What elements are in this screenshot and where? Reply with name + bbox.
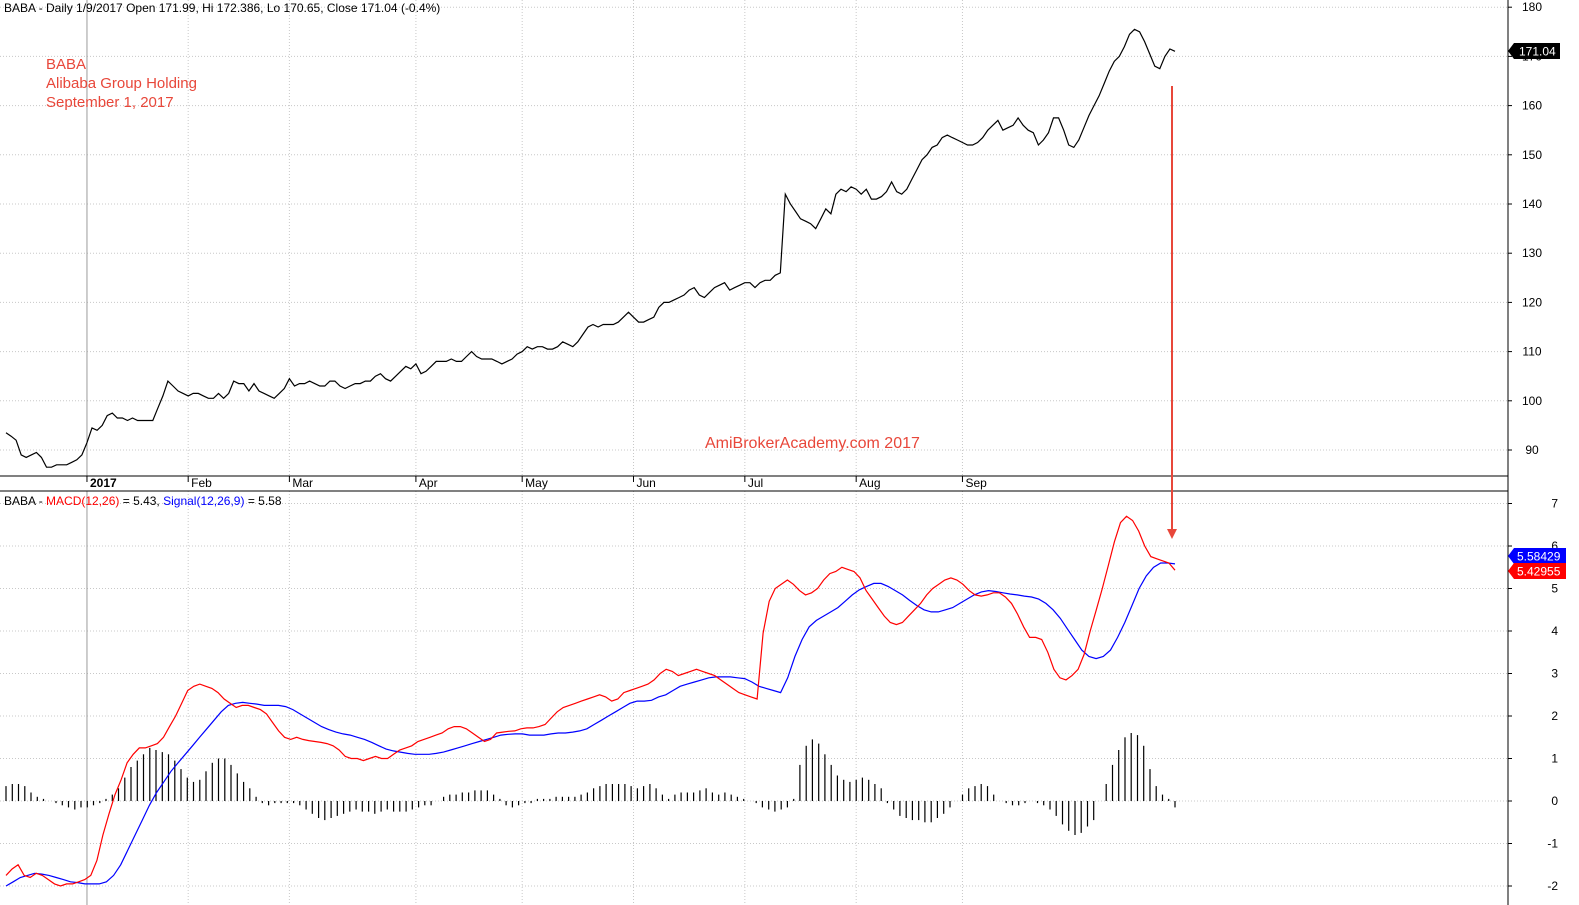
month-label: May xyxy=(525,476,548,490)
price-line xyxy=(5,28,1176,468)
macd-tick-label: -1 xyxy=(1547,837,1558,851)
macd-axis: -2 -1 0 1 2 3 4 5 6 7 xyxy=(1508,497,1558,893)
price-tick-label: 120 xyxy=(1522,295,1542,309)
macd-tick-label: 6 xyxy=(1551,539,1558,553)
month-axis: 2017 Feb Mar Apr May Jun Jul Aug Sep xyxy=(86,476,987,490)
annotation-arrow-head xyxy=(1167,529,1177,539)
annotation-date: September 1, 2017 xyxy=(46,94,174,111)
macd-badge: 5.42955 xyxy=(1508,563,1566,579)
signal-badge: 5.58429 xyxy=(1508,548,1566,564)
macd-tick-label: 1 xyxy=(1551,752,1558,766)
macd-header-label: MACD(12,26) xyxy=(46,494,119,508)
month-label: Apr xyxy=(419,476,438,490)
macd-tick-label: 7 xyxy=(1551,497,1558,511)
month-label: Jun xyxy=(637,476,656,490)
price-header: BABA - Daily 1/9/2017 Open 171.99, Hi 17… xyxy=(4,1,440,15)
watermark: AmiBrokerAcademy.com 2017 xyxy=(705,435,920,452)
annotation-company: Alibaba Group Holding xyxy=(46,75,197,92)
price-grid xyxy=(0,6,1508,451)
price-tick-label: 90 xyxy=(1525,443,1539,457)
annotation-ticker: BABA xyxy=(46,56,86,73)
macd-tick-label: 2 xyxy=(1551,709,1558,723)
price-pane xyxy=(0,0,1508,476)
month-grid xyxy=(86,0,963,905)
macd-header: BABA - MACD(12,26) = 5.43, Signal(12,26,… xyxy=(4,494,282,508)
price-tick-label: 130 xyxy=(1522,246,1542,260)
macd-grid xyxy=(0,503,1508,887)
month-label: Sep xyxy=(965,476,987,490)
macd-header-value: = 5.43, xyxy=(119,494,163,508)
close-badge: 171.04 xyxy=(1508,43,1560,59)
month-label: 2017 xyxy=(90,476,117,490)
macd-badge-text: 5.42955 xyxy=(1517,565,1561,579)
macd-tick-label: -2 xyxy=(1547,879,1558,893)
price-tick-label: 160 xyxy=(1522,99,1542,113)
signal-line xyxy=(5,562,1176,887)
macd-header-prefix: BABA - xyxy=(4,494,46,508)
price-tick-label: 180 xyxy=(1522,0,1542,14)
signal-header-value: = 5.58 xyxy=(244,494,281,508)
price-tick-label: 150 xyxy=(1522,148,1542,162)
macd-tick-label: 5 xyxy=(1551,582,1558,596)
macd-line xyxy=(5,515,1176,887)
month-label: Aug xyxy=(859,476,880,490)
price-tick-label: 140 xyxy=(1522,197,1542,211)
month-label: Feb xyxy=(191,476,212,490)
macd-tick-label: 3 xyxy=(1551,667,1558,681)
price-tick-label: 100 xyxy=(1522,394,1542,408)
macd-histogram xyxy=(5,733,1176,835)
close-badge-text: 171.04 xyxy=(1519,45,1556,59)
month-label: Mar xyxy=(292,476,313,490)
price-tick-label: 110 xyxy=(1522,345,1541,359)
macd-tick-label: 0 xyxy=(1551,794,1558,808)
signal-header-label: Signal(12,26,9) xyxy=(163,494,244,508)
signal-badge-text: 5.58429 xyxy=(1517,550,1561,564)
month-label: Jul xyxy=(748,476,763,490)
macd-tick-label: 4 xyxy=(1551,624,1558,638)
price-axis: 90100110120130140150160170180 xyxy=(1508,0,1542,457)
